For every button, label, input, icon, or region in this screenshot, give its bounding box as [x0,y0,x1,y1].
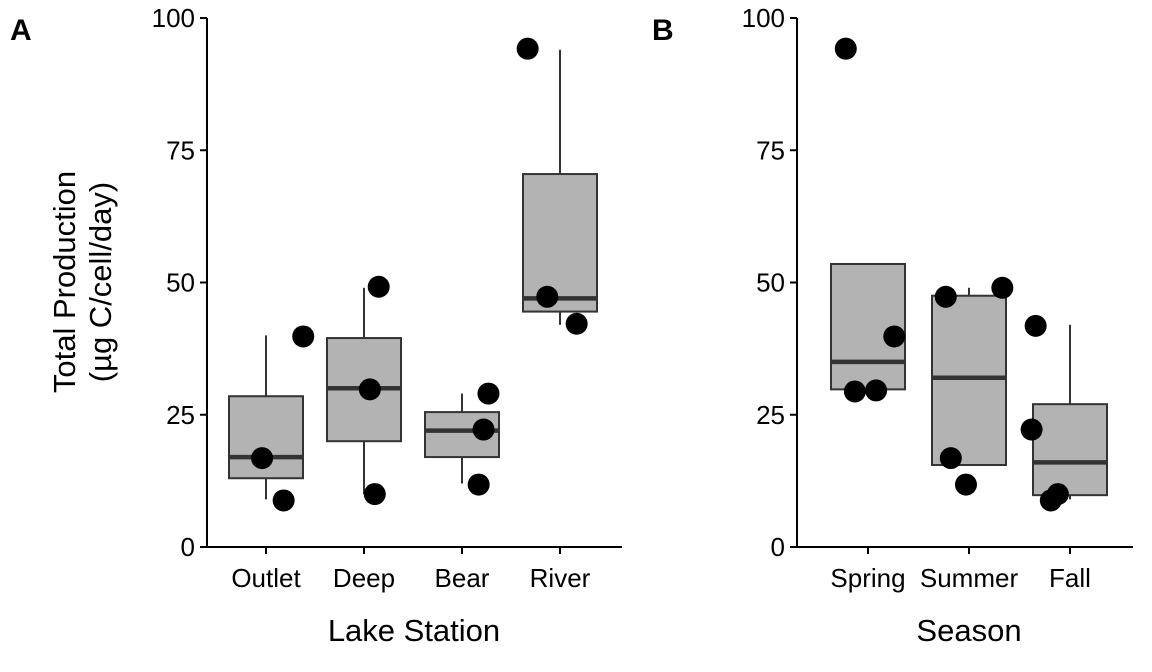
panel-b-point-fall [1024,314,1047,337]
panel-b-xtick-label-spring: Spring [830,563,905,593]
panel-b-point-summer [954,473,977,496]
panel-b-point-spring [883,325,906,348]
panel-a-ytick-label: 50 [166,268,195,298]
panel-a-point-river [565,312,588,335]
panel-b-ytick-label: 50 [756,268,785,298]
panel-a-ytick-label: 100 [152,3,195,33]
panel-b-point-spring [834,37,857,60]
panel-b-point-summer [939,447,962,470]
panel-a-xtick-label-river: River [530,563,591,593]
panel-b-ytick-label: 25 [756,400,785,430]
panel-a-point-bear [472,418,495,441]
panel-b-point-summer [934,285,957,308]
panel-a-ytick-label: 75 [166,135,195,165]
panel-a-point-outlet [251,447,274,470]
panel-a-point-river [516,37,539,60]
panel-a-point-deep [358,378,381,401]
panel-a-ylabel-line1: Total Production [47,171,82,393]
panel-b: B Season 0 25 50 75 100 Spring Summer Fall [652,3,1133,648]
panel-b-ytick-label: 75 [756,135,785,165]
panel-a-point-deep [367,275,390,298]
panel-b-point-fall [1020,418,1043,441]
panel-a-point-bear [477,382,500,405]
panel-a-point-deep [363,483,386,506]
panel-a-box-river [522,173,598,313]
panel-a-xtick-label-bear: Bear [435,563,490,593]
panel-b-xlabel: Season [916,613,1021,648]
panel-a-point-outlet [272,489,295,512]
panel-a-ytick-label: 25 [166,400,195,430]
panel-a-point-river [536,285,559,308]
panel-b-point-summer [991,276,1014,299]
panel-b-point-spring [843,380,866,403]
panel-b-box-summer [931,294,1007,467]
panel-b-tag: B [652,14,674,47]
panel-a-ytick-label: 0 [181,532,195,562]
panel-b-ytick-label: 0 [771,532,785,562]
panel-a-tag: A [10,14,32,47]
panel-a: A Total Production (µg C/cell/day) Lake … [10,3,622,648]
panel-b-xtick-label-fall: Fall [1049,563,1091,593]
panel-a-point-outlet [292,325,315,348]
panel-b-ytick-label: 100 [742,3,785,33]
panel-b-point-fall [1039,489,1062,512]
panel-b-box-fall [1032,403,1108,497]
panel-a-xlabel: Lake Station [328,613,500,648]
panel-a-point-bear [467,473,490,496]
panel-a-xtick-label-deep: Deep [333,563,395,593]
panel-a-xtick-label-outlet: Outlet [231,563,301,593]
panel-a-ylabel-line2: (µg C/cell/day) [83,182,118,382]
panel-b-point-spring [865,379,888,402]
panel-b-xtick-label-summer: Summer [920,563,1019,593]
